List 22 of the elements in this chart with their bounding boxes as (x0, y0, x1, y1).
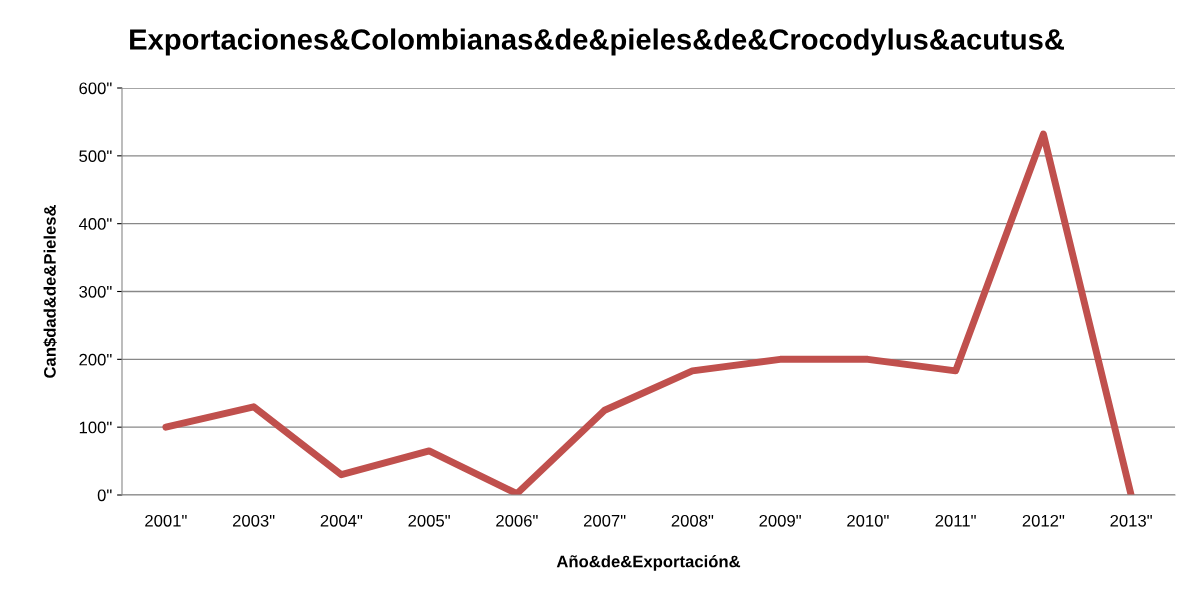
x-tick-label: 2004" (320, 514, 363, 527)
x-tick-label: 2013" (1110, 514, 1152, 527)
y-tick-label: 200" (79, 353, 112, 366)
x-tick-label: 2005" (408, 514, 450, 527)
chart-title: Exportaciones&Colombianas&de&pieles&de&Crocodylus&acutus& (130, 28, 1065, 56)
x-tick-label: 2003" (232, 514, 275, 527)
y-tick-label: 100" (79, 421, 112, 434)
x-tick-label: 2011" (935, 514, 976, 527)
x-tick-label: 2008" (671, 514, 714, 527)
x-tick-label: 2009" (759, 514, 801, 527)
x-tick-label: 2010" (847, 514, 889, 527)
x-tick-label: 2001" (145, 514, 187, 527)
y-tick-label: 600" (79, 82, 112, 95)
x-tick-label: 2007" (583, 514, 626, 527)
x-tick-label: 2012" (1022, 514, 1065, 527)
y-tick-label: 500" (79, 150, 112, 163)
y-tick-label: 0" (97, 489, 112, 502)
y-tick-label: 400" (78, 218, 112, 230)
x-tick-label: 2006" (496, 514, 538, 527)
y-axis-title: Can$dad&de&Pieles& (43, 204, 57, 378)
y-tick-label: 300" (79, 285, 112, 298)
x-axis-title: Año&de&Exportación& (556, 554, 741, 571)
